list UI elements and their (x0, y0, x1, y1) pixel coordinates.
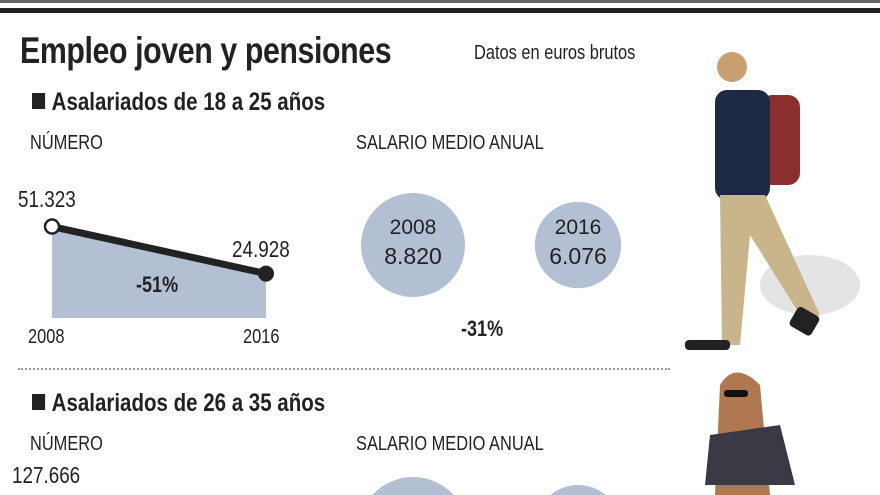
bubble-value: 8.820 (384, 243, 442, 269)
change-salary: -31% (461, 316, 504, 341)
bubble-2008-section2 (372, 476, 454, 495)
section-title-18-25: Asalariados de 18 a 25 años (32, 88, 325, 117)
bubble-label-2008: 2008 8.820 (361, 213, 465, 271)
section-divider (18, 368, 670, 370)
young-people-illustration (685, 52, 860, 495)
square-bullet-icon (32, 93, 46, 109)
point-2016 (258, 265, 274, 282)
area-fill (52, 226, 266, 318)
numero-label: NÚMERO (30, 132, 103, 154)
top-rule (0, 0, 880, 3)
trend-line (51, 223, 267, 278)
salario-label: SALARIO MEDIO ANUAL (356, 132, 544, 154)
page-title: Empleo joven y pensiones (20, 30, 392, 71)
value-2016: 24.928 (232, 236, 290, 262)
numero-label-2: NÚMERO (30, 433, 103, 455)
point-2008 (43, 218, 61, 235)
x-label-2008: 2008 (28, 326, 65, 348)
section-label: Asalariados de 18 a 25 años (51, 88, 326, 116)
section-label: Asalariados de 26 a 35 años (51, 389, 326, 417)
value-2008-section2: 127.666 (12, 462, 81, 488)
change-number: -51% (136, 272, 179, 297)
bubble-year: 2016 (554, 216, 602, 239)
top-bar (0, 8, 880, 13)
bubble-2008 (361, 193, 465, 297)
chart-svg (43, 193, 622, 495)
bubble-2016 (534, 201, 622, 289)
bubble-year: 2008 (389, 216, 437, 239)
subtitle: Datos en euros brutos (474, 42, 636, 64)
x-label-2016: 2016 (243, 326, 280, 348)
section-title-26-35: Asalariados de 26 a 35 años (32, 389, 325, 418)
bubble-label-2016: 2016 6.076 (535, 213, 621, 271)
square-bullet-icon (32, 394, 46, 410)
bubble-value: 6.076 (549, 243, 607, 269)
bubble-2016-section2 (550, 484, 606, 495)
value-2008: 51.323 (18, 186, 76, 212)
salario-label-2: SALARIO MEDIO ANUAL (356, 433, 544, 455)
